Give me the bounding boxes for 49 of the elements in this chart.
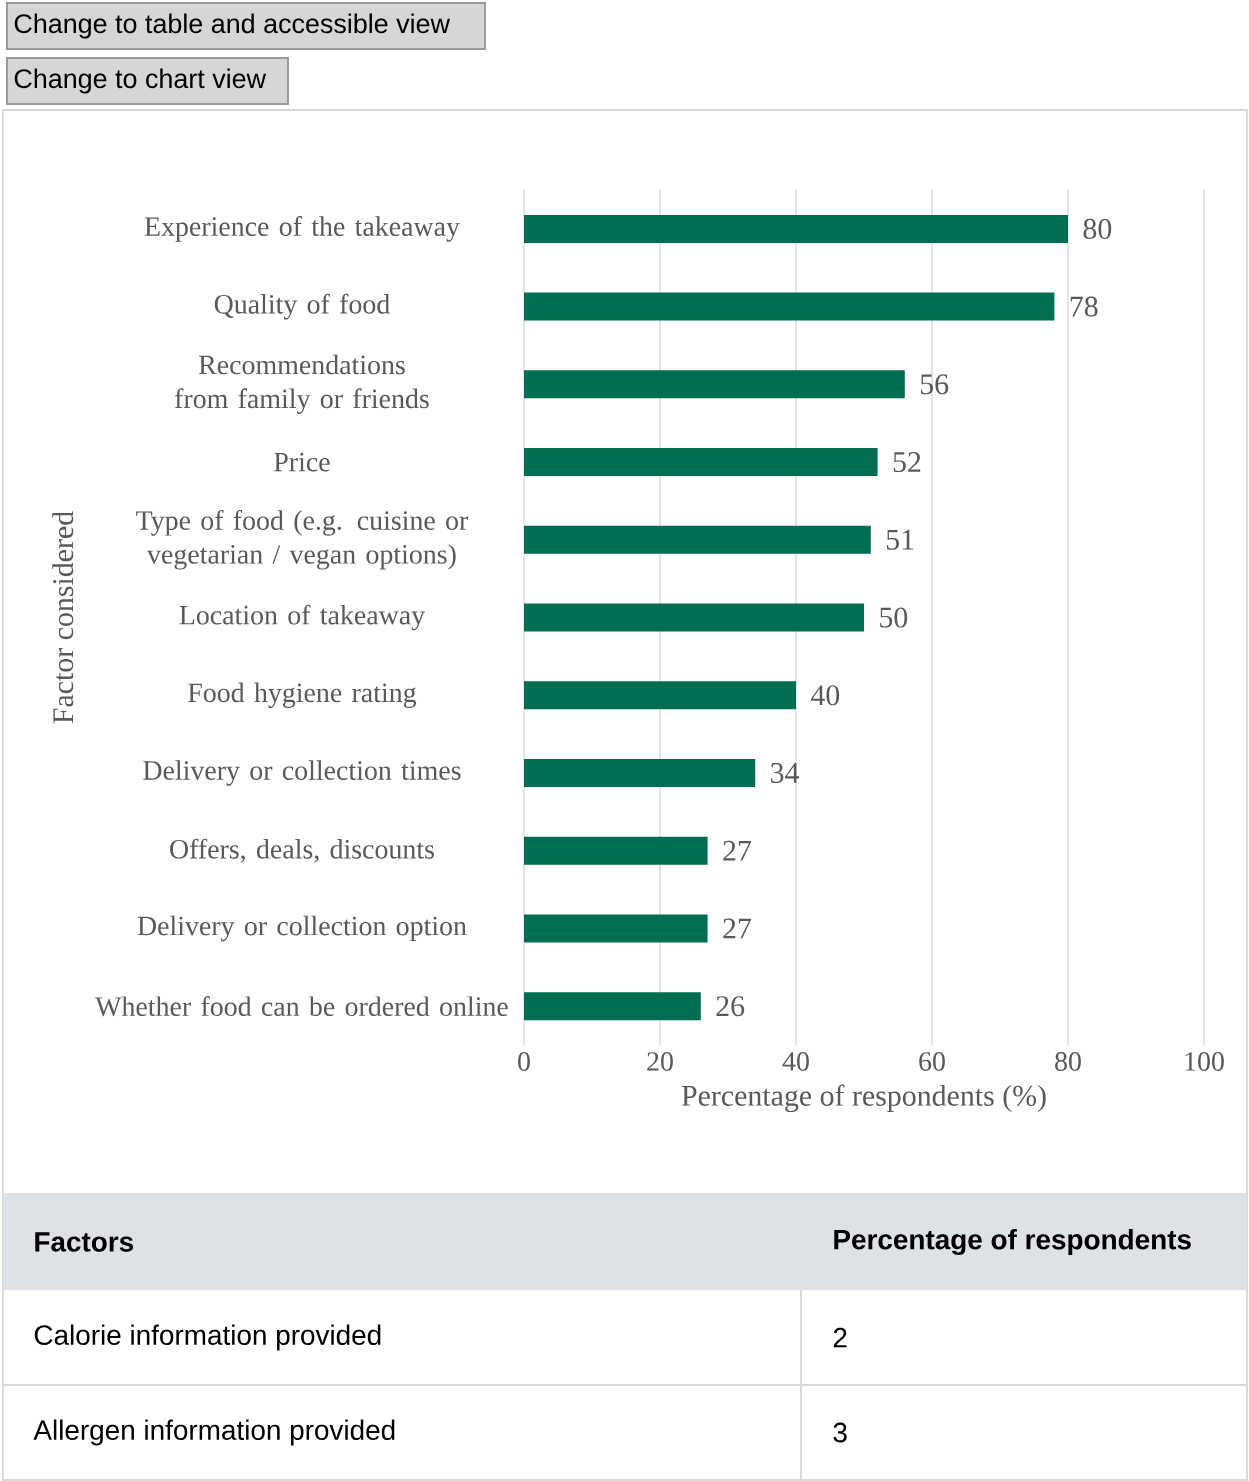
bar bbox=[524, 370, 905, 399]
data-label: 27 bbox=[723, 918, 752, 939]
data-label: 3 bbox=[833, 1422, 847, 1443]
data-label: 27 bbox=[723, 840, 752, 861]
data-label: 26 bbox=[716, 996, 745, 1017]
bar bbox=[524, 992, 701, 1021]
data-label: 78 bbox=[1070, 296, 1098, 317]
x-axis-title: Percentage of respondents (%) bbox=[681, 1084, 1046, 1113]
category-label: Allergen information provided bbox=[33, 1419, 395, 1446]
y-tick-label: Delivery or collection times bbox=[143, 760, 461, 786]
data-label: 50 bbox=[880, 607, 908, 628]
y-tick-label: Price bbox=[274, 452, 330, 472]
y-tick-label: Quality of food bbox=[214, 293, 390, 320]
y-tick-label: Offers, deals, discounts bbox=[170, 838, 434, 863]
data-label: 52 bbox=[893, 452, 921, 473]
x-tick-label: 80 bbox=[1055, 1052, 1081, 1071]
x-tick-label: 60 bbox=[919, 1052, 945, 1071]
data-label: 56 bbox=[920, 374, 949, 395]
bar bbox=[524, 448, 878, 477]
bar bbox=[524, 292, 1055, 321]
data-label: 80 bbox=[1083, 218, 1112, 239]
data-label: 51 bbox=[886, 529, 914, 550]
y-tick-label: Experience of the takeaway bbox=[144, 216, 460, 242]
text: Factors bbox=[35, 1232, 134, 1252]
bar bbox=[524, 836, 708, 865]
x-tick-label: 0 bbox=[518, 1052, 530, 1071]
bar bbox=[524, 758, 756, 787]
y-tick-label: Food hygiene rating bbox=[188, 682, 417, 708]
bar bbox=[524, 525, 871, 554]
y-tick-label: Recommendations from family or friends bbox=[174, 354, 429, 414]
bar bbox=[524, 681, 796, 710]
x-tick-label: 40 bbox=[782, 1052, 809, 1071]
y-tick-label: Location of takeaway bbox=[179, 604, 426, 631]
x-tick-label: 100 bbox=[1185, 1052, 1224, 1071]
data-label: 40 bbox=[811, 685, 840, 706]
bar bbox=[524, 603, 865, 632]
y-tick-label: Whether food can be ordered online bbox=[95, 996, 508, 1017]
y-tick-label: Delivery or collection option bbox=[137, 915, 467, 942]
y-tick-label: Type of food (e.g. cuisine or vegetarian / vegan options) bbox=[136, 510, 469, 570]
text: Change to chart view bbox=[14, 68, 267, 94]
data-label: 34 bbox=[771, 762, 800, 784]
x-tick-label: 20 bbox=[647, 1052, 673, 1071]
bar bbox=[524, 914, 708, 943]
data-label: 2 bbox=[833, 1327, 847, 1348]
text: Change to table and accessible view bbox=[14, 13, 451, 39]
y-axis-title: Factor considered bbox=[52, 511, 74, 724]
category-label: Calorie information provided bbox=[34, 1324, 381, 1351]
text: Percentage of respondents bbox=[834, 1228, 1191, 1256]
bar bbox=[524, 214, 1069, 243]
